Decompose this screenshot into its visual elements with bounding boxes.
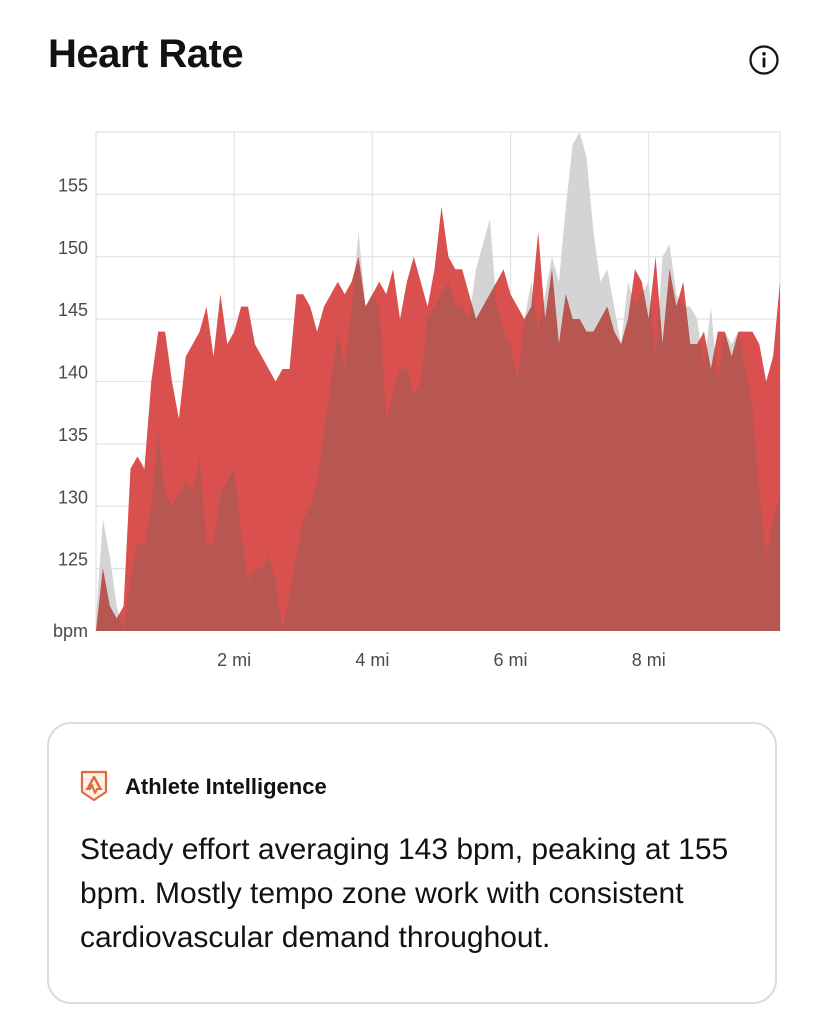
y-tick-label: 145 [58, 300, 88, 320]
y-tick-label: 130 [58, 487, 88, 507]
page-title: Heart Rate [48, 32, 244, 76]
heart-rate-chart: 125 130 135 140 145 150 155 bpm 2 mi 4 mi 6 mi 8 … [53, 131, 781, 670]
card-summary-text: Steady effort averaging 143 bpm, peaking… [80, 833, 729, 954]
athlete-intelligence-card: Athlete Intelligence Steady effort avera… [47, 722, 777, 1004]
y-tick-label: 140 [58, 363, 88, 383]
card-title: Athlete Intelligence [125, 774, 327, 799]
info-icon[interactable] [748, 44, 780, 76]
x-axis: 2 mi 4 mi 6 mi 8 mi [217, 650, 666, 670]
y-tick-label: 125 [58, 550, 88, 570]
y-tick-label: 135 [58, 425, 88, 445]
x-tick-label: 8 mi [632, 650, 666, 670]
y-tick-label: 155 [58, 175, 88, 195]
athlete-intelligence-logo-icon [80, 770, 108, 802]
y-unit-label: bpm [53, 621, 88, 641]
y-axis: 125 130 135 140 145 150 155 [58, 175, 88, 569]
y-tick-label: 150 [58, 238, 88, 258]
x-tick-label: 4 mi [355, 650, 389, 670]
overlap-area [96, 206, 780, 631]
x-tick-label: 2 mi [217, 650, 251, 670]
x-tick-label: 6 mi [494, 650, 528, 670]
